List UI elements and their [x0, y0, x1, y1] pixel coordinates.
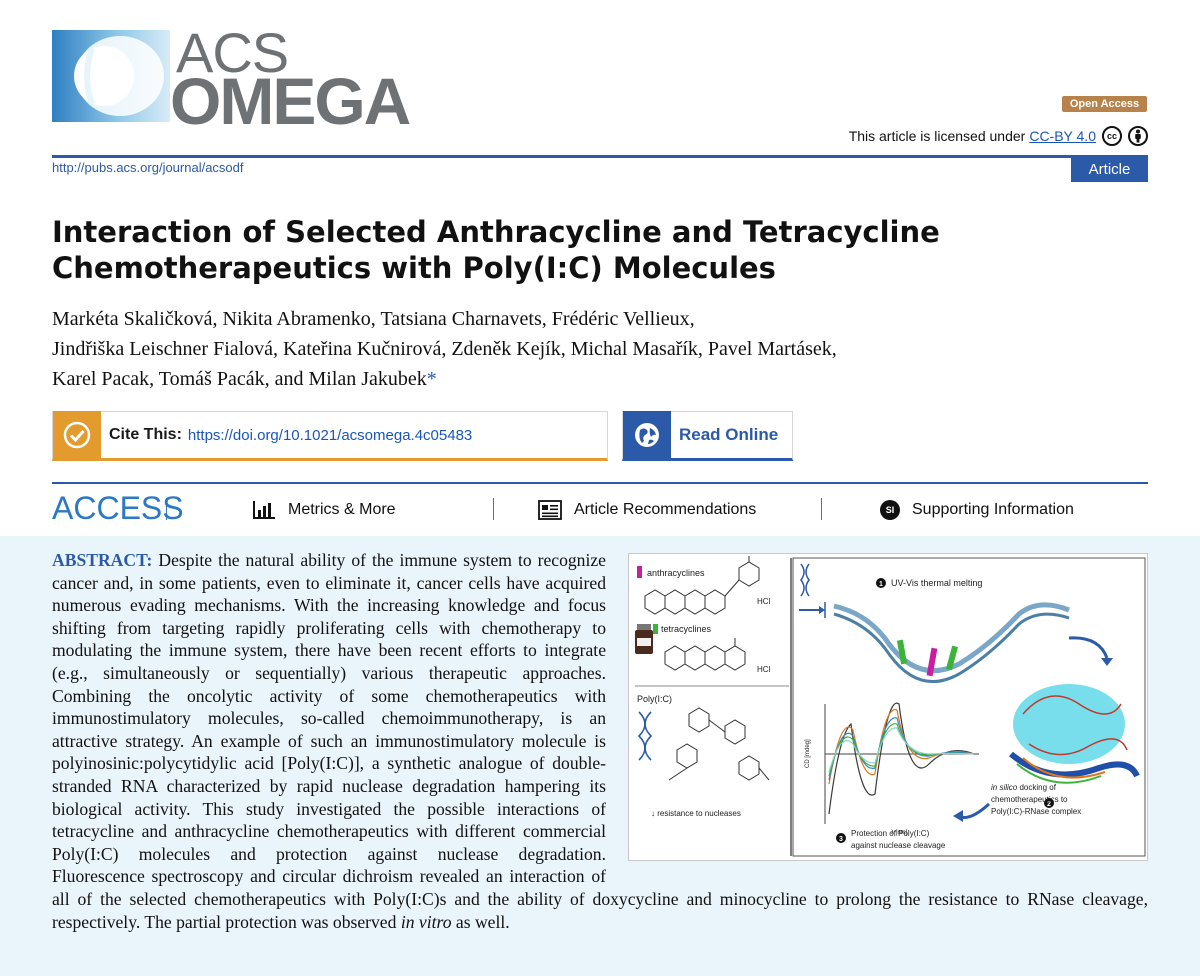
abstract-lead: ABSTRACT: [52, 550, 153, 570]
logo-text-omega: OMEGA [170, 64, 411, 138]
cd-ylabel: CD [mdeg] [805, 739, 811, 768]
step-3-line2: against nuclease cleavage [851, 841, 946, 850]
abstract: anthracyclines HCl tetracyclines [52, 549, 1148, 933]
toc-graphic: anthracyclines HCl tetracyclines [628, 553, 1148, 861]
step-1-number: 1 [879, 581, 883, 588]
arrow-right-icon [799, 602, 826, 618]
journal-url-link[interactable]: http://pubs.acs.org/journal/acsodf [52, 160, 244, 175]
read-online-button[interactable]: Read Online [622, 411, 793, 461]
polyic-structure [668, 707, 770, 781]
step-2-rest: docking of [1017, 783, 1056, 792]
hcl-label-1: HCl [757, 597, 771, 606]
doi-link[interactable]: https://doi.org/10.1021/acsomega.4c05483 [187, 426, 473, 444]
authors-line-3: Karel Pacak, Tomáš Pacák, and Milan Jaku… [52, 368, 427, 390]
tetracycline-structure [664, 638, 746, 671]
cd-xlabel: λ [nm] [891, 830, 908, 836]
article-recommendations-link[interactable]: Article Recommendations [538, 500, 756, 520]
license-statement: This article is licensed under CC-BY 4.0… [849, 125, 1148, 147]
step-3-number: 3 [839, 836, 843, 843]
metrics-more-link[interactable]: Metrics & More [252, 500, 396, 520]
cd-spectrum-plot: CD [mdeg] λ [nm] [805, 702, 979, 836]
toc-graphic-figure: anthracyclines HCl tetracyclines [635, 556, 1146, 857]
cite-this-box: Cite This: https://doi.org/10.1021/acsom… [52, 411, 608, 461]
authors-line-2: Jindřiška Leischner Fialová, Kateřina Ku… [52, 338, 837, 360]
license-link[interactable]: CC-BY 4.0 [1029, 128, 1096, 144]
step-2-label: in silico docking of [991, 783, 1057, 792]
cc-icon: cc [1102, 126, 1122, 146]
step-2-italic: in silico [991, 783, 1018, 792]
polyic-label: Poly(I:C) [637, 694, 672, 704]
anthracycline-mark [926, 647, 938, 677]
si-badge-icon: SI [880, 500, 900, 520]
bar-chart-icon [252, 500, 276, 520]
toc-right-panel-border [792, 557, 1146, 857]
globe-icon [623, 411, 671, 459]
abstract-text-end: as well. [455, 911, 510, 932]
step-1-badge [876, 578, 886, 588]
open-access-badge: Open Access [1062, 96, 1147, 112]
anthracycline-swatch [637, 566, 642, 578]
access-rule [52, 482, 1148, 484]
tetracycline-mark [896, 639, 908, 665]
title-line-2: Chemotherapeutics with Poly(I:C) Molecul… [52, 251, 776, 285]
double-helix-icon [637, 711, 653, 761]
article-title: Interaction of Selected Anthracycline an… [52, 214, 1152, 286]
access-separator [166, 498, 167, 520]
authors-line-1: Markéta Skaličková, Nikita Abramenko, Ta… [52, 308, 695, 330]
access-separator [493, 498, 494, 520]
small-helix-icon [800, 563, 810, 597]
abstract-text: Despite the natural ability of the immun… [52, 550, 1148, 932]
curved-arrow-icon [1068, 636, 1109, 659]
checkmark-icon [53, 411, 101, 459]
access-separator [821, 498, 822, 520]
cite-this-label: Cite This: [109, 426, 182, 443]
tetracyclines-label: tetracyclines [661, 624, 712, 634]
step-1-label: UV-Vis thermal melting [891, 578, 982, 588]
license-prefix: This article is licensed under [848, 128, 1026, 144]
step-2-line2: chemotherapeutics to [991, 795, 1068, 804]
anthracycline-structure [644, 556, 760, 615]
docking-complex-graphic [1009, 684, 1140, 784]
header-rule [52, 155, 1148, 158]
step-3-label: Protection of Poly(I:C) [851, 829, 930, 838]
anthracyclines-label: anthracyclines [647, 568, 705, 578]
title-line-1: Interaction of Selected Anthracycline an… [52, 215, 940, 249]
by-person-icon [1128, 126, 1148, 146]
article-list-icon [538, 500, 562, 520]
tetracycline-swatch [653, 624, 658, 634]
curved-arrow-icon-2 [958, 802, 991, 819]
step-2-line3: Poly(I:C)-RNase complex [991, 807, 1081, 816]
acs-omega-logo[interactable]: ACS OMEGA [52, 21, 412, 134]
si-badge: SI [880, 500, 900, 520]
abstract-italic: in vitro [400, 911, 452, 932]
tetracycline-mark [945, 645, 959, 671]
article-type-tab: Article [1071, 158, 1148, 182]
access-label: ACCESS [52, 490, 184, 526]
hcl-label-2: HCl [757, 665, 771, 674]
melting-helix-graphic [833, 602, 1070, 683]
step-2-badge [1044, 798, 1054, 808]
logo-text-acs: ACS [176, 21, 289, 84]
step-3-badge [836, 833, 846, 843]
acs-omega-logo-icon [52, 30, 170, 122]
step-2-number: 2 [1047, 801, 1051, 808]
article-recommendations-label: Article Recommendations [574, 501, 757, 518]
metrics-more-label: Metrics & More [288, 501, 396, 518]
supporting-information-link[interactable]: SI Supporting Information [880, 500, 1074, 520]
author-list: Markéta Skaličková, Nikita Abramenko, Ta… [52, 304, 1152, 394]
supporting-information-label: Supporting Information [912, 501, 1074, 518]
corresponding-author-mark[interactable]: * [426, 368, 437, 390]
read-online-label: Read Online [679, 425, 779, 444]
drug-bottle-icon [635, 624, 653, 654]
resistance-label: ↓ resistance to nucleases [651, 809, 741, 818]
